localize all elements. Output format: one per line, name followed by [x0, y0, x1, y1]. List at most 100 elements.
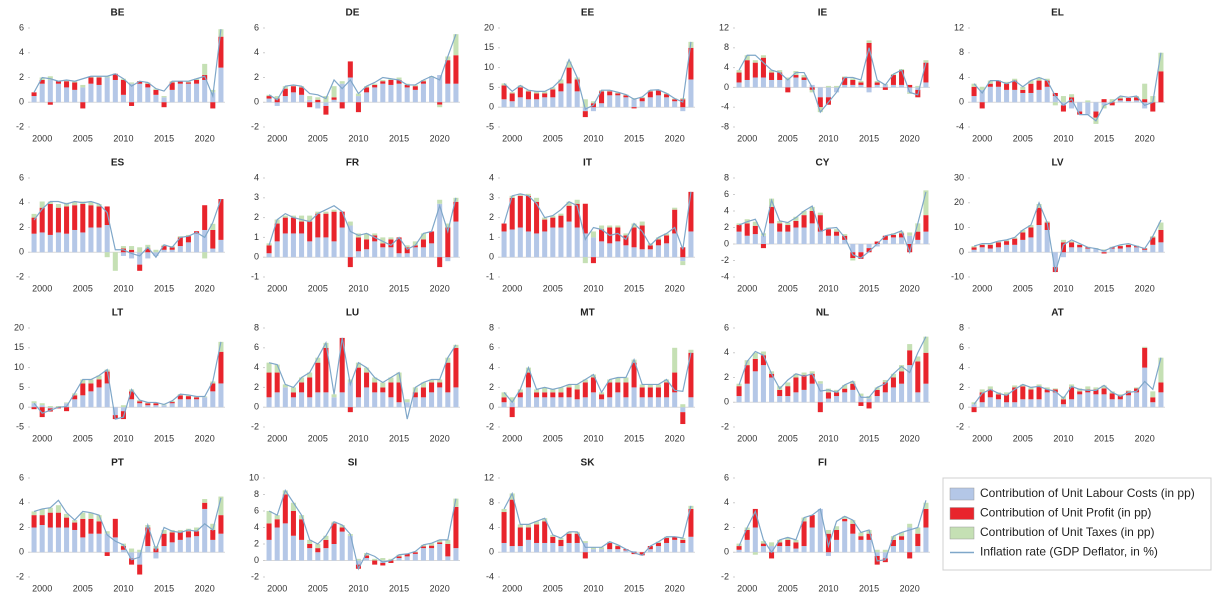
y-tick-label: 0	[724, 238, 729, 248]
y-tick-label: 6	[724, 472, 729, 482]
bar-segment	[542, 231, 548, 258]
bar-segment	[760, 355, 766, 366]
bar-segment	[509, 397, 515, 403]
bar-segment	[347, 225, 353, 258]
bar-segment	[995, 394, 1001, 400]
bar-segment	[323, 539, 329, 549]
bar-segment	[850, 383, 856, 390]
bar-segment	[825, 229, 831, 236]
bar-segment	[550, 217, 556, 228]
bar-segment	[445, 357, 451, 363]
bar-segment	[801, 77, 807, 80]
bar-segment	[323, 102, 329, 106]
bar-segment	[445, 56, 451, 61]
bar-segment	[372, 84, 378, 88]
x-tick-label: 2010	[348, 283, 368, 293]
bar-segment	[899, 383, 905, 403]
bar-segment	[874, 549, 880, 553]
bar-segment	[542, 219, 548, 232]
bar-segment	[590, 237, 596, 258]
bar-segment	[88, 83, 94, 103]
bar-segment	[1085, 100, 1091, 103]
bar-segment	[388, 78, 394, 80]
bar-segment	[266, 245, 272, 254]
bar-segment	[380, 382, 386, 388]
bar-segment	[590, 547, 596, 550]
bar-segment	[590, 107, 596, 112]
bar-segment	[445, 60, 451, 84]
bar-segment	[655, 384, 661, 388]
bar-segment	[372, 382, 378, 393]
bar-segment	[137, 252, 143, 265]
y-tick-label: 4	[19, 497, 24, 507]
bar-segment	[1117, 100, 1123, 103]
bar-segment	[104, 531, 110, 534]
bar-segment	[388, 397, 394, 408]
bar-segment	[437, 102, 443, 105]
bar-segment	[760, 77, 766, 88]
bar-segment	[639, 384, 645, 388]
bar-segment	[129, 391, 135, 400]
x-tick-label: 2015	[1094, 283, 1114, 293]
bar-segment	[680, 538, 686, 540]
bar-segment	[1020, 92, 1026, 103]
bar-segment	[874, 387, 880, 390]
bar-segment	[64, 513, 70, 518]
bar-segment	[509, 407, 515, 418]
bar-segment	[801, 215, 807, 228]
y-tick-label: 0	[254, 252, 259, 262]
bar-segment	[542, 217, 548, 220]
x-tick-label: 2015	[154, 433, 174, 443]
bar-segment	[971, 249, 977, 253]
bar-segment	[429, 545, 435, 549]
bar-segment	[550, 389, 556, 393]
bar-segment	[752, 225, 758, 235]
bar-segment	[639, 249, 645, 258]
bar-segment	[274, 515, 280, 520]
bar-segment	[72, 201, 78, 206]
bar-segment	[1125, 101, 1131, 103]
y-tick-label: 6	[959, 342, 964, 352]
bar-segment	[1125, 244, 1131, 245]
x-tick-label: 2010	[818, 583, 838, 593]
bar-segment	[882, 558, 888, 563]
panel: IT -1 0 1 2 3 4 2000 2005 2010 2015 2020	[486, 158, 695, 293]
bar-segment	[339, 211, 345, 228]
bar-segment	[582, 233, 588, 258]
bar-segment	[542, 392, 548, 398]
bar-segment	[672, 539, 678, 553]
bar-segment	[655, 245, 661, 258]
bar-segment	[210, 523, 216, 530]
bar-segment	[120, 549, 126, 553]
bar-segment	[282, 86, 288, 89]
y-tick-label: 0	[254, 402, 259, 412]
bar-segment	[615, 392, 621, 408]
bar-segment	[161, 96, 167, 98]
bar-segment	[923, 190, 929, 216]
inflation-line	[33, 497, 222, 561]
bar-segment	[323, 237, 329, 258]
bar-segment	[1004, 239, 1010, 242]
x-tick-label: 2000	[32, 583, 52, 593]
x-tick-label: 2010	[113, 433, 133, 443]
y-tick-label: 6	[489, 342, 494, 352]
x-tick-label: 2005	[73, 433, 93, 443]
inflation-line	[33, 29, 222, 99]
bar-segment	[777, 539, 783, 543]
y-tick-label: 4	[254, 522, 259, 532]
y-tick-label: 6	[19, 472, 24, 482]
bar-segment	[874, 552, 880, 556]
bar-segment	[177, 81, 183, 84]
bar-segment	[1093, 248, 1099, 253]
bar-segment	[631, 247, 637, 258]
y-tick-label: 0	[489, 402, 494, 412]
x-tick-label: 2005	[778, 583, 798, 593]
chart-title: NL	[816, 308, 829, 319]
bar-segment	[680, 261, 686, 266]
bar-segment	[866, 248, 872, 253]
bar-segment	[145, 83, 151, 88]
bar-segment	[323, 105, 329, 115]
bar-segment	[137, 83, 143, 103]
bar-segment	[137, 403, 143, 408]
bar-segment	[437, 75, 443, 103]
